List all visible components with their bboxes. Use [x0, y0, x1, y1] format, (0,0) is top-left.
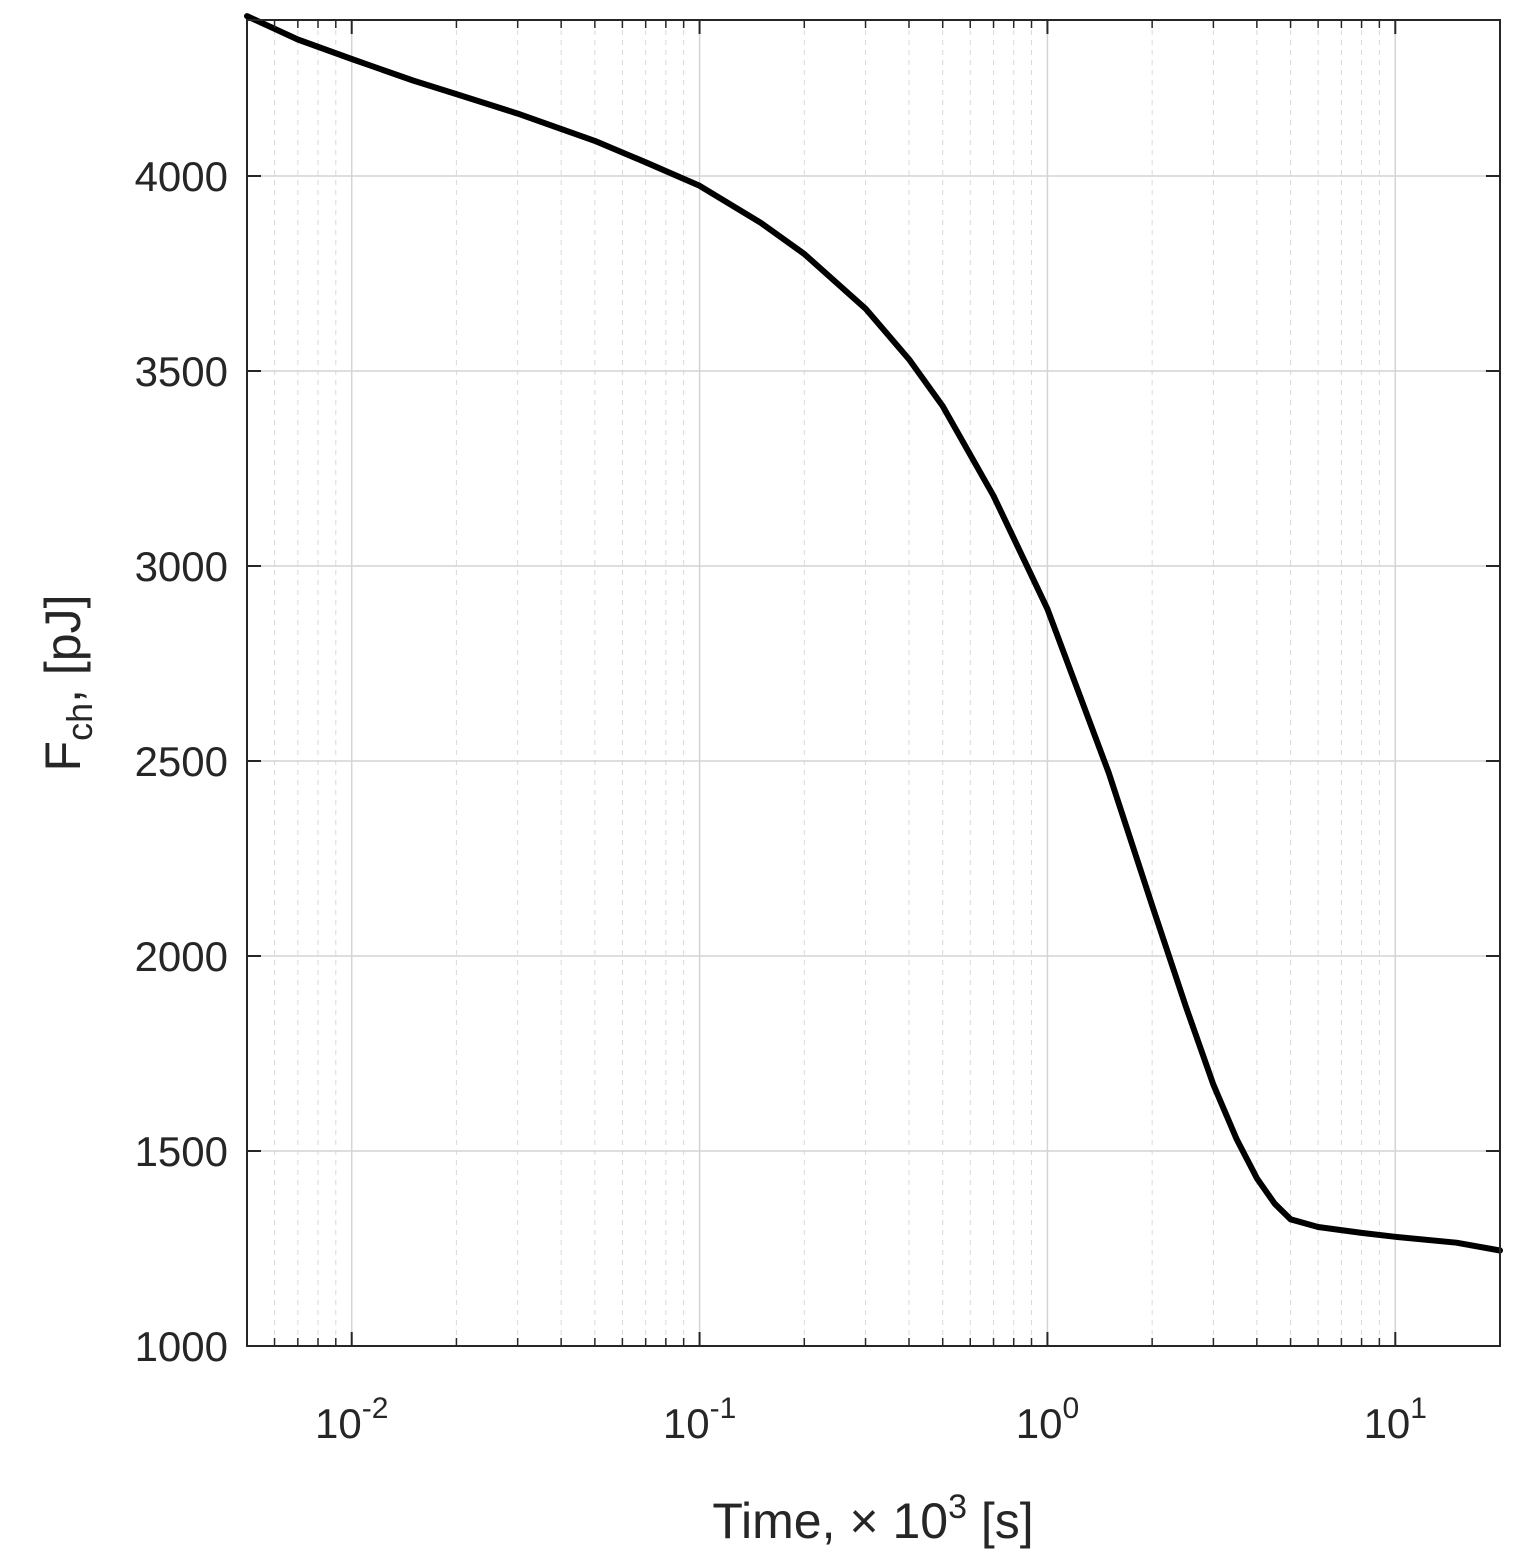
x-tick-label: 10-2 [315, 1392, 388, 1447]
x-tick-label: 10-1 [663, 1392, 736, 1447]
x-tick-label-base: 10 [1016, 1400, 1063, 1447]
y-tick-label: 1000 [135, 1323, 228, 1370]
x-axis-label-exponent: 3 [948, 1488, 967, 1526]
x-tick-label-base: 10 [663, 1400, 710, 1447]
x-tick-label: 101 [1364, 1392, 1427, 1447]
y-tick-label: 2000 [135, 933, 228, 980]
x-tick-labels: 10-2 10-1 100 101 [315, 1392, 1427, 1447]
tick-marks [247, 20, 1500, 1347]
x-tick-label-base: 10 [1364, 1400, 1411, 1447]
series-layer [244, 13, 1503, 1254]
y-tick-labels: 1000 1500 2000 2500 3000 3500 4000 [135, 153, 228, 1370]
plot-frame [246, 19, 1501, 1347]
x-axis-label-base: 10 [879, 1493, 949, 1549]
x-axis-label: Time, × 103 [s] [712, 1488, 1033, 1549]
y-axis-label-subscript: ch [59, 703, 100, 741]
y-axis-label-main: F [35, 741, 91, 772]
x-axis-label-times: × [849, 1493, 878, 1549]
x-tick-label-exponent: -2 [362, 1392, 389, 1425]
x-tick-label-exponent: -1 [710, 1392, 737, 1425]
y-tick-label: 3500 [135, 348, 228, 395]
y-axis-label: Fch, [pJ] [35, 595, 100, 772]
major-grid [247, 20, 1500, 1346]
plot-background [247, 20, 1500, 1346]
series-line [244, 13, 1503, 1254]
y-tick-label: 1500 [135, 1128, 228, 1175]
x-tick-label-exponent: 0 [1062, 1392, 1079, 1425]
minor-grid [274, 20, 1380, 1346]
x-tick-label-base: 10 [315, 1400, 362, 1447]
y-tick-label: 4000 [135, 153, 228, 200]
y-axis-label-suffix: , [pJ] [35, 595, 91, 703]
x-axis-label-prefix: Time, [712, 1493, 849, 1549]
y-tick-label: 2500 [135, 738, 228, 785]
x-axis-label-suffix: [s] [967, 1493, 1034, 1549]
x-tick-label-exponent: 1 [1410, 1392, 1427, 1425]
y-tick-label: 3000 [135, 543, 228, 590]
x-tick-label: 100 [1016, 1392, 1079, 1447]
